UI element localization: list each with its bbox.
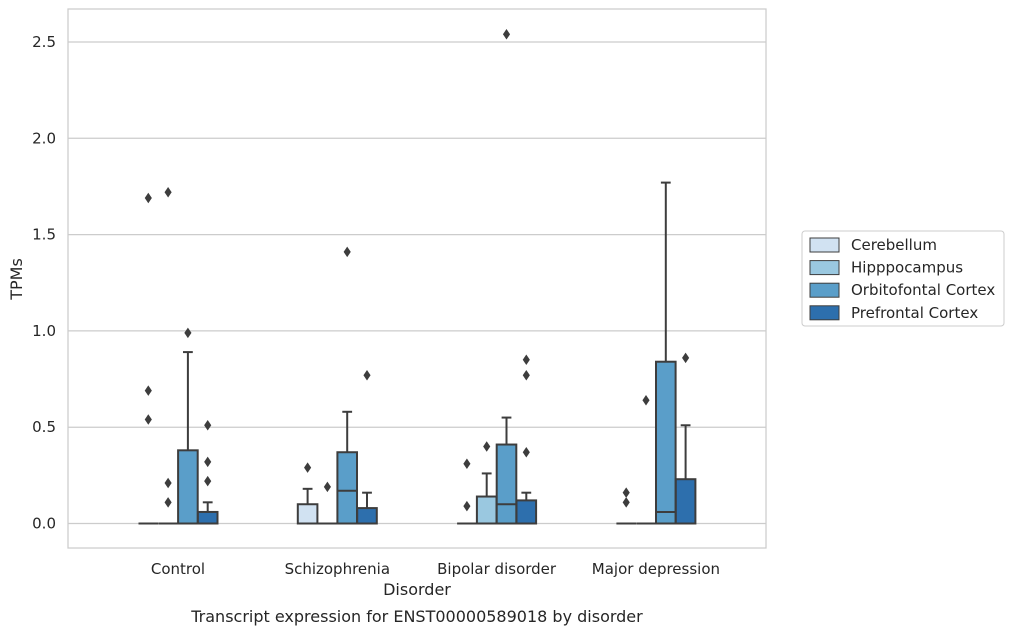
outlier-point [463, 500, 471, 512]
outlier-point [682, 352, 690, 364]
box-plot [296, 462, 319, 525]
y-tick-label: 2.5 [32, 33, 56, 51]
outlier-point [363, 369, 371, 381]
legend-frame [801, 230, 1005, 327]
box-plot [655, 181, 677, 525]
outlier-point [323, 481, 331, 493]
x-tick-label: Bipolar disorder [437, 560, 557, 578]
box-plot [177, 327, 199, 525]
outlier-point [343, 246, 351, 258]
x-axis-title: Disorder [383, 580, 451, 599]
box [475, 495, 498, 525]
outlier-point [164, 477, 172, 489]
box-plot [616, 487, 636, 525]
outlier-point [522, 369, 530, 381]
box-plot [475, 441, 498, 525]
outlier-point [502, 29, 511, 40]
outlier-point [642, 394, 650, 406]
box-plot [138, 192, 159, 525]
outlier-point [144, 385, 152, 396]
y-tick-label: 0.5 [32, 418, 56, 436]
outlier-point [463, 458, 471, 470]
outlier-point [522, 354, 530, 366]
box [296, 503, 319, 525]
legend-swatch [809, 305, 840, 321]
box-plot [196, 420, 219, 525]
legend-label: Orbitofontal Cortex [851, 281, 995, 299]
box-plot [674, 352, 697, 525]
outlier-point [522, 446, 530, 458]
box [515, 499, 538, 525]
legend-swatch [809, 237, 840, 253]
y-tick-label: 1.0 [32, 322, 56, 340]
legend-label: Cerebellum [851, 236, 937, 254]
outlier-point [184, 327, 192, 339]
box [196, 510, 219, 525]
legend: Cerebellum Hipppocampus Orbitofontal Corte… [801, 230, 1005, 327]
box [655, 360, 677, 525]
outlier-point [304, 462, 312, 473]
y-tick-labels: 0.0 0.5 1.0 1.5 2.0 2.5 [32, 33, 56, 533]
legend-swatch [809, 282, 840, 298]
box-plot [158, 186, 178, 525]
outlier-point [622, 487, 630, 498]
box-plot [636, 394, 656, 525]
box [356, 507, 378, 525]
legend-label: Prefrontal Cortex [851, 304, 978, 322]
outlier-point [622, 497, 630, 508]
x-tick-label: Major depression [592, 560, 720, 578]
y-tick-label: 1.5 [32, 226, 56, 244]
box-plot [495, 29, 518, 525]
box [336, 451, 358, 525]
legend-label: Hipppocampus [851, 259, 963, 277]
box-plots [138, 29, 697, 525]
box [674, 478, 697, 525]
box [495, 443, 518, 525]
x-tick-label: Schizophrenia [285, 560, 390, 578]
box-plot [336, 246, 358, 525]
outlier-point [204, 420, 212, 431]
box-plot [515, 354, 538, 525]
outlier-point [204, 475, 212, 487]
outlier-point [164, 497, 172, 508]
box-plot [457, 458, 477, 525]
y-axis-title: TPMs [7, 258, 26, 301]
outlier-point [144, 192, 152, 204]
outlier-point [144, 414, 152, 425]
outlier-point [483, 441, 491, 452]
x-tick-labels: Control Schizophrenia Bipolar disorder Majo… [151, 560, 720, 578]
chart-title: Transcript expression for ENST0000058901… [190, 607, 643, 626]
outlier-point [204, 456, 212, 468]
box-plot [317, 481, 338, 525]
plot-frame [67, 8, 767, 549]
outlier-point [164, 186, 172, 198]
legend-swatch [809, 260, 840, 276]
y-tick-label: 0.0 [32, 515, 56, 533]
box-plot [356, 369, 378, 525]
x-tick-label: Control [151, 560, 205, 578]
y-tick-label: 2.0 [32, 129, 56, 147]
box [177, 449, 199, 525]
